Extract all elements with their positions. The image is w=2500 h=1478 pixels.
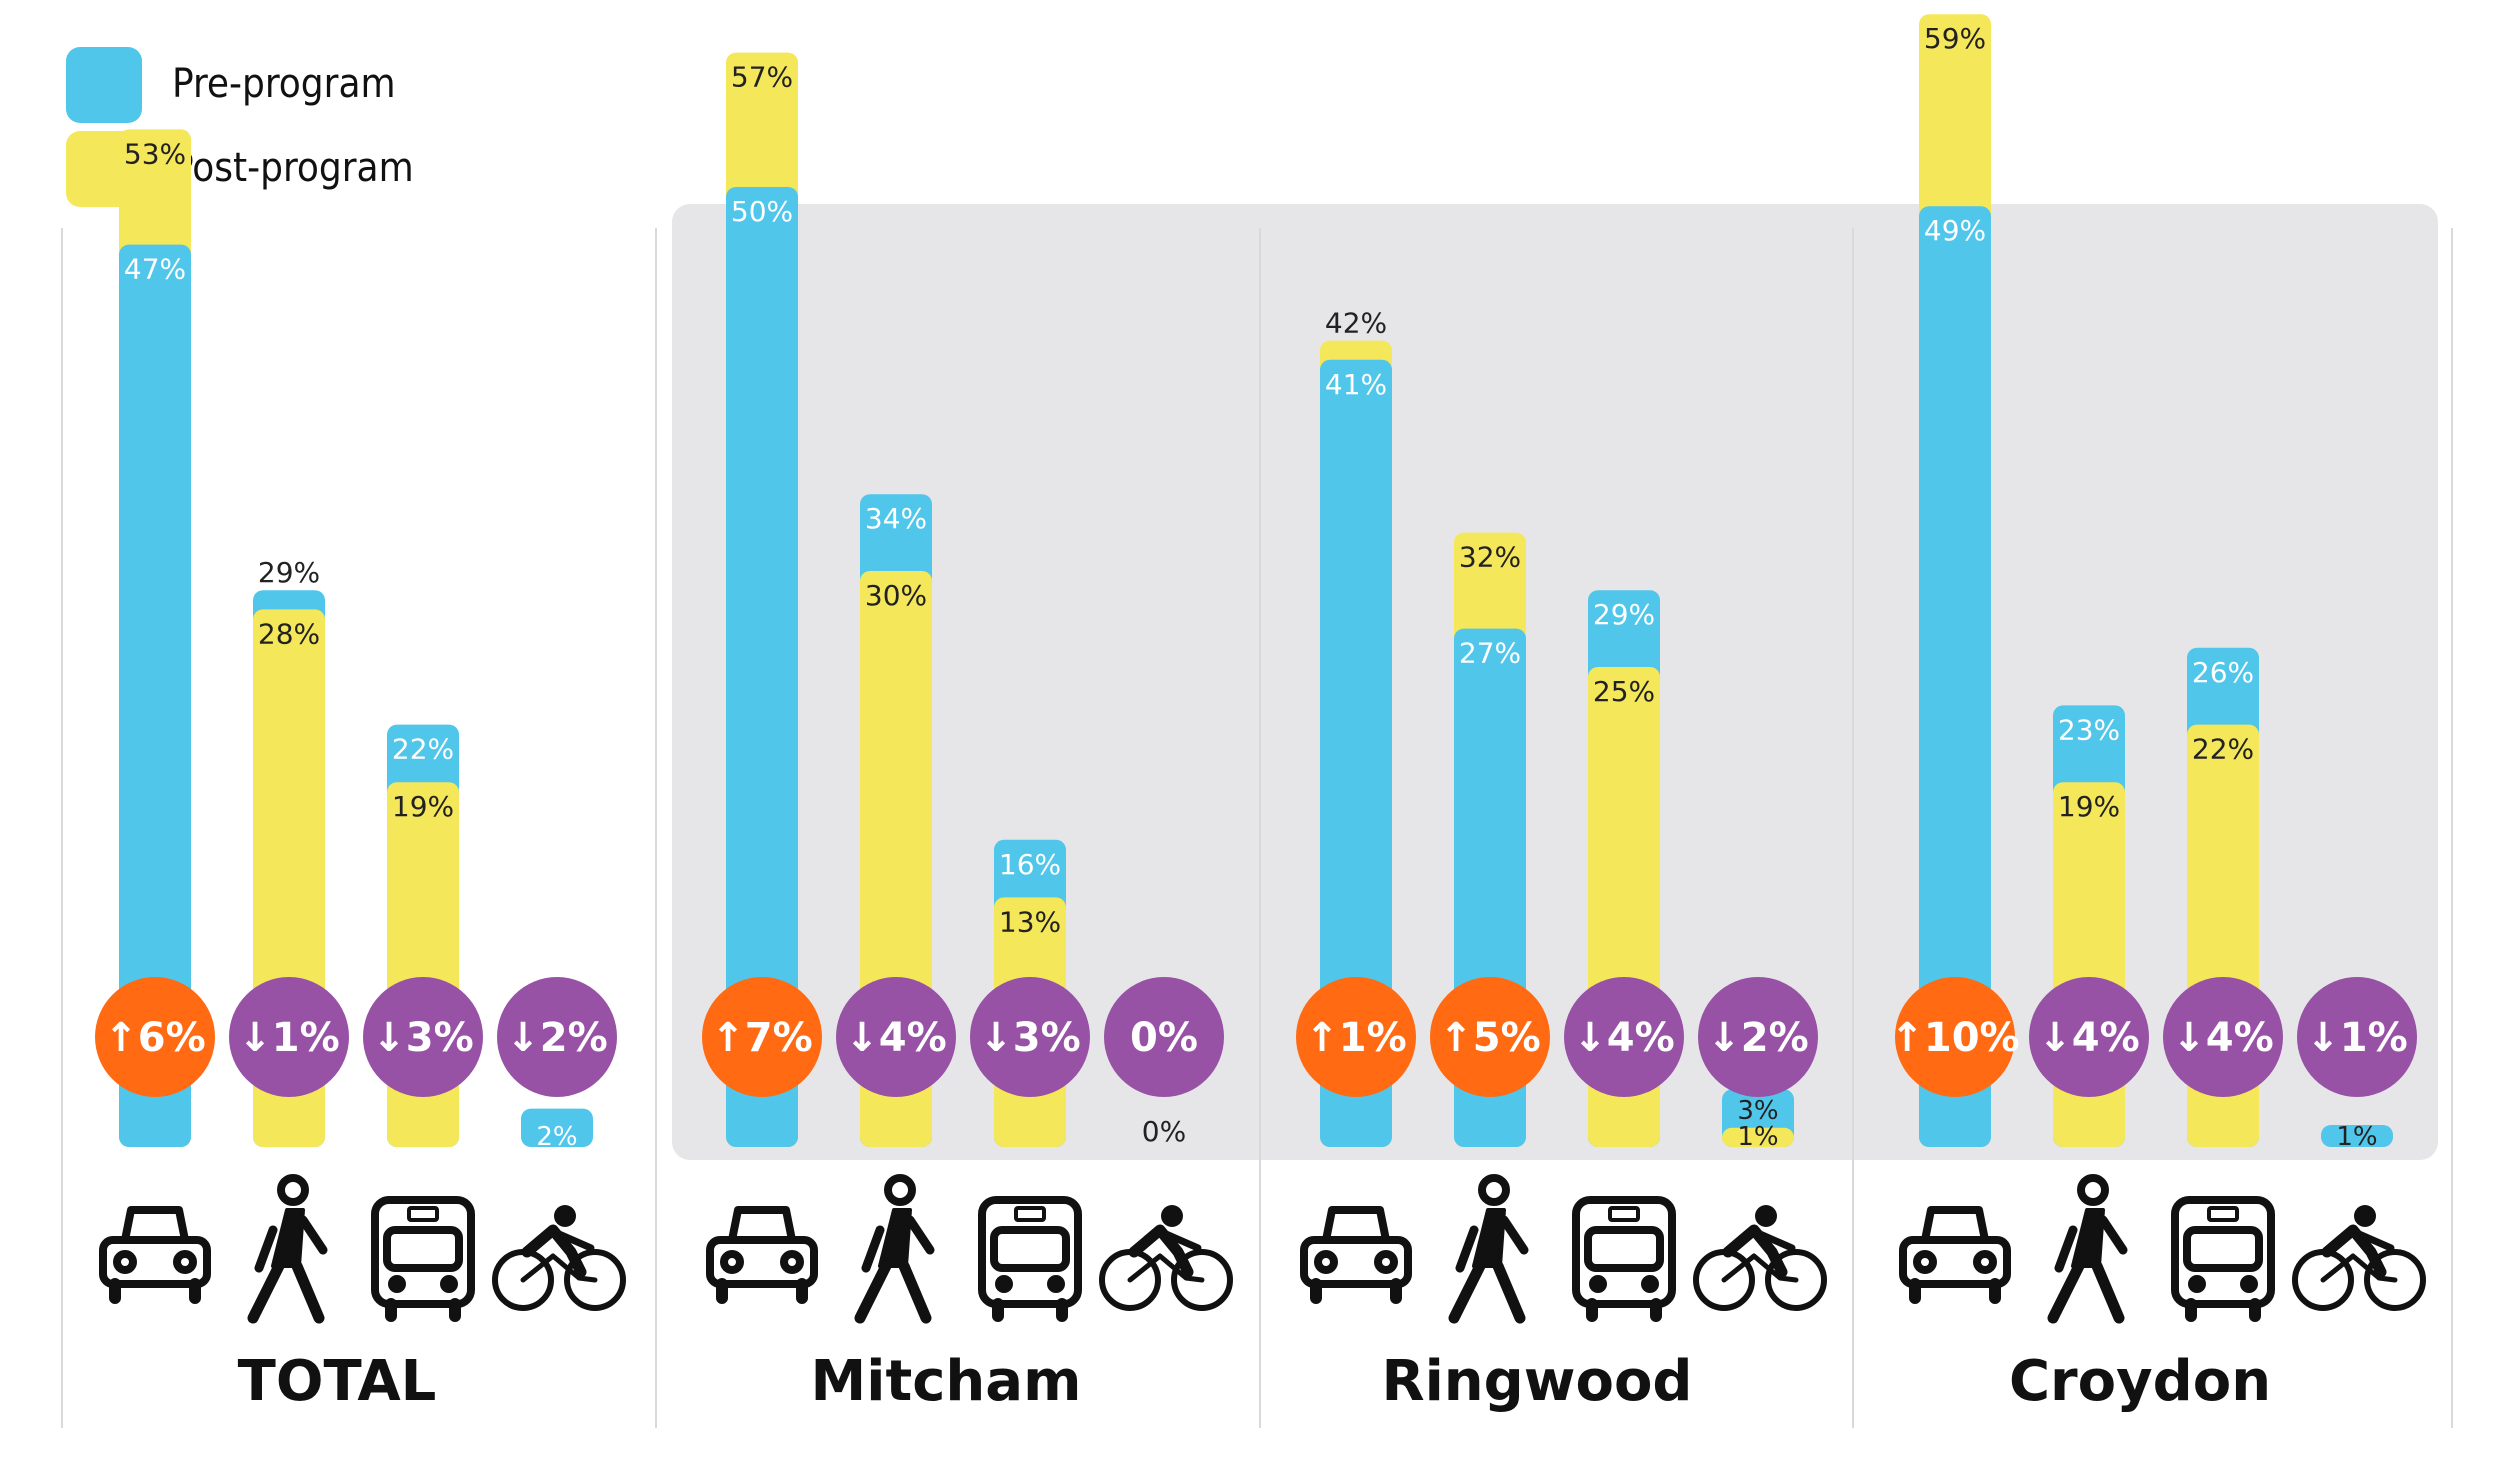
group-title-ringwood: Ringwood xyxy=(1381,1349,1692,1414)
mitcham-bicycle-change-label: 0% xyxy=(1130,1015,1198,1061)
croydon-walk-change-badge xyxy=(2029,977,2149,1097)
ringwood-car-pre-bar xyxy=(1320,359,1392,1147)
group-title-total: TOTAL xyxy=(238,1349,437,1414)
croydon-car-pre-label: 49% xyxy=(1924,214,1986,247)
walker-icon xyxy=(854,1174,935,1324)
mitcham-bus-post-label: 13% xyxy=(999,905,1061,938)
mitcham-car-pre-bar xyxy=(726,187,798,1147)
ringwood-car-change-badge xyxy=(1296,977,1416,1097)
total-bus-change-label: ↓3% xyxy=(372,1015,473,1061)
bus-icon xyxy=(978,1196,1082,1322)
car-icon xyxy=(1300,1206,1412,1304)
total-walk-post-label: 28% xyxy=(258,617,320,650)
ringwood-walk-change-badge xyxy=(1430,977,1550,1097)
total-walk-pre-label: 29% xyxy=(258,556,320,589)
croydon-bicycle-pre-label: 1% xyxy=(2336,1122,2377,1152)
croydon-walk-pre-label: 23% xyxy=(2058,713,2120,746)
mitcham-bus-pre-label: 16% xyxy=(999,848,1061,881)
total-car-change-label: ↑6% xyxy=(104,1015,205,1061)
car-icon xyxy=(99,1206,211,1304)
cyclist-icon xyxy=(1099,1205,1233,1311)
ringwood-bus-change-label: ↓4% xyxy=(1573,1015,1674,1061)
ringwood-walk-pre-label: 27% xyxy=(1459,637,1521,670)
ringwood-bicycle-change-badge xyxy=(1698,977,1818,1097)
total-bus-pre-label: 22% xyxy=(392,733,454,766)
bars-layer: 53% 47% ↑6% 29% 28% ↓1% 22% 19% ↓3% 2% ↓2% 57% 50% ↑7… xyxy=(95,14,2417,1152)
total-bicycle-change-badge xyxy=(497,977,617,1097)
mitcham-bus-change-label: ↓3% xyxy=(979,1015,1080,1061)
total-car-pre-bar xyxy=(119,244,191,1148)
legend-swatch-pre xyxy=(66,47,142,123)
croydon-car-post-label: 59% xyxy=(1924,22,1986,55)
ringwood-bicycle-change-label: ↓2% xyxy=(1707,1015,1808,1061)
mitcham-bicycle-change-badge xyxy=(1104,977,1224,1097)
total-car-pre-label: 47% xyxy=(124,253,186,286)
legend: Pre-program Post-program xyxy=(66,47,414,207)
walker-icon xyxy=(2047,1174,2128,1324)
total-bicycle-change-label: ↓2% xyxy=(506,1015,607,1061)
legend-label-pre: Pre-program xyxy=(172,61,396,107)
croydon-car-change-label: ↑10% xyxy=(1890,1015,2019,1061)
panels-layer xyxy=(61,204,2453,1428)
ringwood-bus-post-label: 25% xyxy=(1593,675,1655,708)
croydon-bus-post-label: 22% xyxy=(2192,733,2254,766)
walker-icon xyxy=(1448,1174,1529,1324)
total-bus-post-label: 19% xyxy=(392,790,454,823)
mitcham-walk-pre-label: 34% xyxy=(865,502,927,535)
total-bus-change-badge xyxy=(363,977,483,1097)
bus-icon xyxy=(1572,1196,1676,1322)
ringwood-walk-post-label: 32% xyxy=(1459,541,1521,574)
ringwood-car-pre-label: 41% xyxy=(1325,368,1387,401)
group-title-mitcham: Mitcham xyxy=(811,1349,1082,1414)
cyclist-icon xyxy=(1693,1205,1827,1311)
mitcham-bus-change-badge xyxy=(970,977,1090,1097)
mitcham-walk-post-label: 30% xyxy=(865,579,927,612)
croydon-bus-change-label: ↓4% xyxy=(2172,1015,2273,1061)
croydon-bicycle-change-label: ↓1% xyxy=(2306,1015,2407,1061)
croydon-walk-change-label: ↓4% xyxy=(2038,1015,2139,1061)
ringwood-bus-change-badge xyxy=(1564,977,1684,1097)
mitcham-car-pre-label: 50% xyxy=(731,195,793,228)
walker-icon xyxy=(247,1174,328,1324)
croydon-bus-change-badge xyxy=(2163,977,2283,1097)
ringwood-bus-pre-label: 29% xyxy=(1593,598,1655,631)
ringwood-bicycle-post-label: 1% xyxy=(1737,1122,1778,1152)
ringwood-car-change-label: ↑1% xyxy=(1305,1015,1406,1061)
bus-icon xyxy=(2171,1196,2275,1322)
mitcham-bicycle-post-label: 0% xyxy=(1142,1115,1186,1148)
croydon-bicycle-change-badge xyxy=(2297,977,2417,1097)
ringwood-car-post-label: 42% xyxy=(1325,307,1387,340)
ringwood-bicycle-pre-label: 3% xyxy=(1737,1096,1778,1126)
mitcham-car-change-badge xyxy=(702,977,822,1097)
croydon-bicycle-pre-bar xyxy=(2321,1125,2393,1147)
mitcham-walk-change-badge xyxy=(836,977,956,1097)
group-title-croydon: Croydon xyxy=(2009,1349,2271,1414)
total-bicycle-pre-bar xyxy=(521,1108,593,1147)
croydon-car-pre-bar xyxy=(1919,206,1991,1147)
total-car-change-badge xyxy=(95,977,215,1097)
total-bicycle-pre-label: 2% xyxy=(536,1122,577,1152)
total-car-post-label: 53% xyxy=(124,137,186,170)
total-walk-change-badge xyxy=(229,977,349,1097)
croydon-bus-pre-label: 26% xyxy=(2192,656,2254,689)
total-walk-change-label: ↓1% xyxy=(238,1015,339,1061)
legend-label-post: Post-program xyxy=(172,145,414,191)
ringwood-walk-change-label: ↑5% xyxy=(1439,1015,1540,1061)
cyclist-icon xyxy=(492,1205,626,1311)
group-titles-layer: TOTAL Mitcham Ringwood Croydon xyxy=(238,1349,2271,1414)
car-icon xyxy=(706,1206,818,1304)
bus-icon xyxy=(371,1196,475,1322)
croydon-car-change-badge xyxy=(1895,977,2015,1097)
highlight-panel xyxy=(672,204,2438,1160)
croydon-walk-post-label: 19% xyxy=(2058,790,2120,823)
mitcham-walk-change-label: ↓4% xyxy=(845,1015,946,1061)
icons-layer xyxy=(99,1174,2426,1324)
ringwood-bicycle-post-bar xyxy=(1722,1127,1794,1147)
car-icon xyxy=(1899,1206,2011,1304)
mitcham-car-post-label: 57% xyxy=(731,61,793,94)
cyclist-icon xyxy=(2292,1205,2426,1311)
mitcham-car-change-label: ↑7% xyxy=(711,1015,812,1061)
